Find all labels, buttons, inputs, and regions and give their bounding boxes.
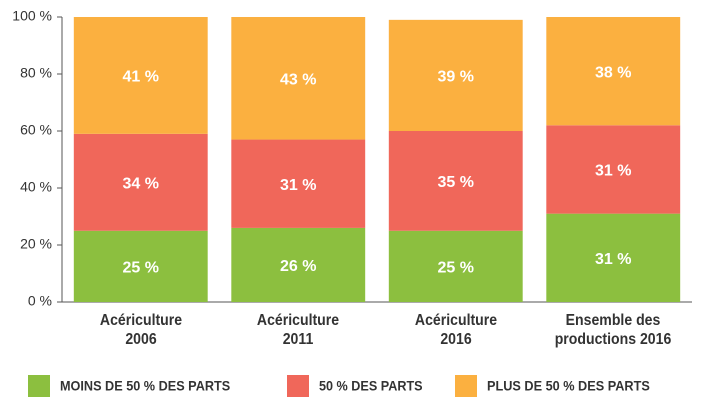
- legend-label: MOINS DE 50 % DES PARTS: [60, 378, 230, 394]
- x-tick-label: Ensemble des productions 2016: [554, 312, 672, 348]
- legend-label: PLUS DE 50 % DES PARTS: [487, 378, 650, 394]
- value-label: 25 %: [123, 260, 159, 277]
- value-label: 31 %: [280, 177, 316, 194]
- y-tick-label: 100 %: [12, 8, 52, 24]
- y-tick-label: 80 %: [20, 65, 52, 81]
- x-tick-label: Acériculture 2006: [99, 312, 182, 348]
- bar-segment: [231, 227, 366, 302]
- y-tick-label: 20 %: [20, 236, 52, 252]
- value-label: 31 %: [595, 251, 631, 268]
- bar-segment: [388, 131, 523, 231]
- bar-segment: [388, 230, 523, 302]
- y-tick-label: 40 %: [20, 179, 52, 195]
- bar-segment: [546, 213, 681, 302]
- x-tick-label: Acériculture 2011: [257, 312, 340, 348]
- value-label: 43 %: [280, 71, 316, 88]
- value-label: 39 %: [438, 69, 474, 86]
- bar-segment: [73, 133, 208, 231]
- bar-segment: [231, 139, 366, 228]
- value-label: 34 %: [123, 176, 159, 193]
- legend-swatch: [455, 375, 477, 397]
- x-tick-label: Acériculture 2016: [414, 312, 497, 348]
- bar-segment: [388, 19, 523, 132]
- value-label: 31 %: [595, 163, 631, 180]
- value-label: 26 %: [280, 258, 316, 275]
- legend-swatch: [28, 375, 50, 397]
- bar-segment: [231, 17, 366, 140]
- bar-segment: [546, 125, 681, 214]
- bar-segment: [73, 17, 208, 134]
- bar-segment: [546, 17, 681, 126]
- legend-swatch: [287, 375, 309, 397]
- value-label: 25 %: [438, 260, 474, 277]
- bar-segment: [73, 230, 208, 302]
- value-label: 41 %: [123, 69, 159, 86]
- value-label: 35 %: [438, 174, 474, 191]
- legend-label: 50 % DES PARTS: [319, 378, 423, 394]
- value-label: 38 %: [595, 64, 631, 81]
- y-tick-label: 60 %: [20, 122, 52, 138]
- y-tick-label: 0 %: [28, 293, 52, 309]
